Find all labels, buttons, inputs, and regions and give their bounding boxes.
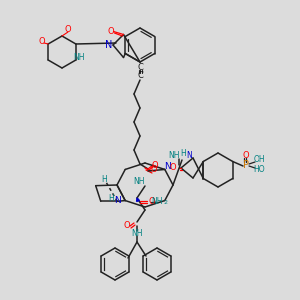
Text: H: H	[108, 194, 114, 203]
Text: N: N	[114, 196, 121, 205]
Text: O: O	[170, 164, 176, 172]
Text: NH: NH	[73, 52, 85, 62]
Text: N: N	[105, 40, 113, 50]
Text: N: N	[186, 151, 192, 160]
Text: OH: OH	[253, 155, 265, 164]
Polygon shape	[136, 198, 140, 202]
Text: NH: NH	[151, 197, 163, 206]
Text: NH: NH	[133, 178, 145, 187]
Text: O: O	[152, 161, 158, 170]
Text: H: H	[180, 149, 186, 158]
Text: NH: NH	[131, 230, 143, 238]
Text: NH: NH	[168, 152, 180, 160]
Text: O: O	[107, 27, 114, 36]
Text: P: P	[243, 160, 249, 170]
Text: O: O	[39, 38, 46, 46]
Text: HO: HO	[253, 166, 265, 175]
Text: C: C	[137, 70, 143, 80]
Text: N: N	[164, 162, 171, 171]
Text: C: C	[137, 64, 143, 73]
Text: 2: 2	[163, 200, 167, 205]
Text: O: O	[65, 26, 71, 34]
Text: O: O	[151, 166, 157, 175]
Text: O: O	[149, 196, 155, 206]
Text: O: O	[124, 220, 130, 230]
Text: H: H	[101, 176, 107, 184]
Text: O: O	[243, 152, 249, 160]
